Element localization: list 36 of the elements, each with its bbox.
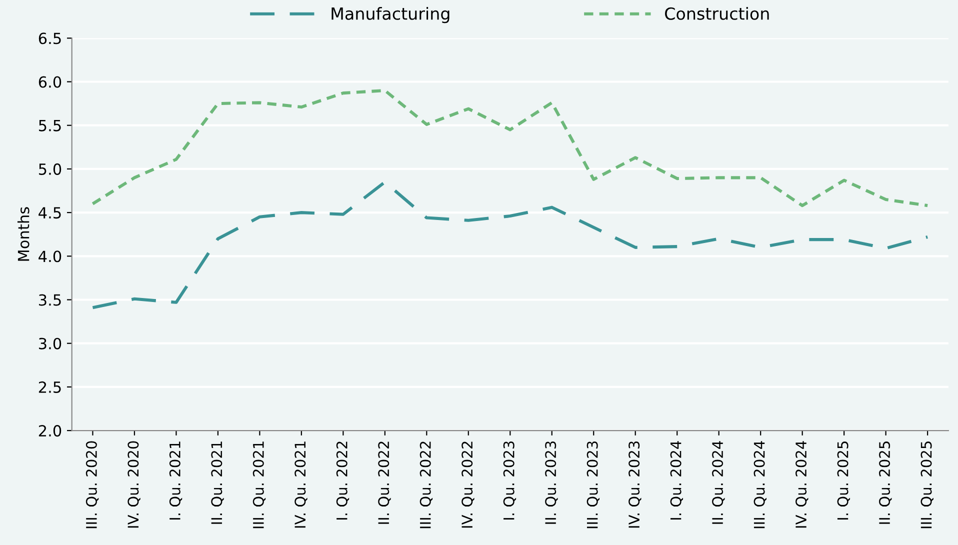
y-tick-label: 5.5 bbox=[39, 120, 61, 132]
x-tick-label: I. Qu. 2023 bbox=[503, 441, 516, 520]
y-tick-label: 2.0 bbox=[38, 425, 62, 437]
legend-label: Manufacturing bbox=[332, 7, 450, 24]
x-tick-label: III. Qu. 2021 bbox=[252, 442, 266, 528]
y-axis-title: Months bbox=[17, 207, 30, 261]
x-tick-label: II. Qu. 2024 bbox=[712, 441, 725, 524]
x-tick-label: IV. Qu. 2024 bbox=[796, 441, 808, 528]
x-tick-label: I. Qu. 2024 bbox=[670, 441, 684, 520]
x-tick-label: II. Qu. 2025 bbox=[879, 442, 892, 524]
y-tick-label: 6.0 bbox=[38, 76, 62, 88]
y-tick-label: 2.5 bbox=[38, 381, 61, 393]
x-tick-label: III. Qu. 2022 bbox=[420, 442, 433, 528]
x-tick-label: I. Qu. 2021 bbox=[169, 442, 182, 520]
x-tick-label: II. Qu. 2022 bbox=[378, 442, 391, 524]
x-tick-label: I. Qu. 2025 bbox=[837, 442, 850, 520]
x-tick-label: I. Qu. 2022 bbox=[336, 442, 350, 520]
x-tick-label: IV. Qu. 2021 bbox=[294, 442, 308, 528]
y-tick-label: 3.0 bbox=[38, 338, 62, 350]
x-tick-label: III. Qu. 2020 bbox=[86, 441, 99, 528]
line-series bbox=[91, 88, 930, 208]
x-tick-label: II. Qu. 2021 bbox=[211, 442, 224, 524]
x-tick-label: III. Qu. 2024 bbox=[754, 441, 766, 528]
y-tick-label: 5.0 bbox=[39, 163, 62, 175]
y-tick-label: 6.5 bbox=[38, 32, 61, 44]
y-tick-label: 4.0 bbox=[38, 250, 62, 262]
line-series bbox=[91, 180, 930, 310]
x-tick-label: III. Qu. 2023 bbox=[586, 441, 600, 528]
x-tick-label: IV. Qu. 2020 bbox=[128, 441, 140, 528]
y-tick-label: 4.5 bbox=[38, 207, 61, 219]
y-tick-label: 3.5 bbox=[38, 294, 61, 306]
x-tick-label: IV. Qu. 2023 bbox=[628, 441, 642, 528]
x-tick-label: IV. Qu. 2022 bbox=[462, 442, 474, 528]
x-tick-label: III. Qu. 2025 bbox=[920, 442, 934, 528]
x-tick-label: II. Qu. 2023 bbox=[545, 441, 558, 524]
legend-label: Construction bbox=[665, 7, 769, 20]
